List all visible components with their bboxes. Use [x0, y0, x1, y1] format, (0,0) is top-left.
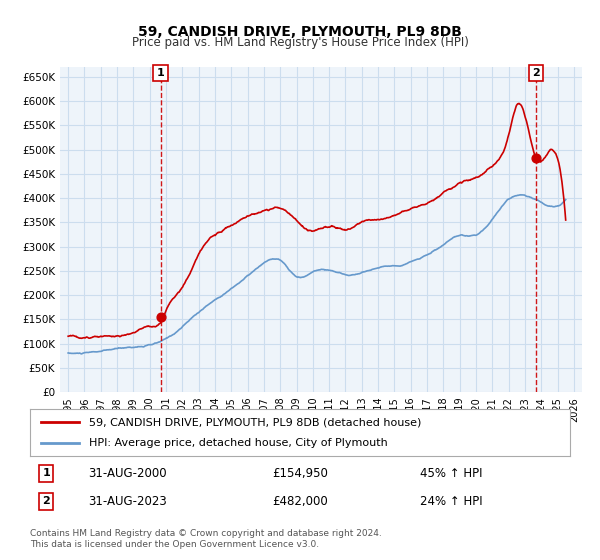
Text: £482,000: £482,000 [272, 494, 328, 508]
Text: 31-AUG-2023: 31-AUG-2023 [88, 494, 167, 508]
Point [156, 312, 166, 321]
Text: 24% ↑ HPI: 24% ↑ HPI [420, 494, 482, 508]
Text: 59, CANDISH DRIVE, PLYMOUTH, PL9 8DB (detached house): 59, CANDISH DRIVE, PLYMOUTH, PL9 8DB (de… [89, 417, 422, 427]
Text: 2: 2 [43, 496, 50, 506]
Text: 45% ↑ HPI: 45% ↑ HPI [420, 466, 482, 480]
Text: HPI: Average price, detached house, City of Plymouth: HPI: Average price, detached house, City… [89, 438, 388, 448]
Text: £154,950: £154,950 [272, 466, 328, 480]
Text: 31-AUG-2000: 31-AUG-2000 [88, 466, 167, 480]
Text: 1: 1 [43, 468, 50, 478]
Text: 59, CANDISH DRIVE, PLYMOUTH, PL9 8DB: 59, CANDISH DRIVE, PLYMOUTH, PL9 8DB [138, 25, 462, 39]
Point [531, 154, 541, 163]
Text: Price paid vs. HM Land Registry's House Price Index (HPI): Price paid vs. HM Land Registry's House … [131, 36, 469, 49]
Text: Contains HM Land Registry data © Crown copyright and database right 2024.
This d: Contains HM Land Registry data © Crown c… [30, 529, 382, 549]
Text: 1: 1 [157, 68, 164, 78]
Text: 2: 2 [532, 68, 540, 78]
